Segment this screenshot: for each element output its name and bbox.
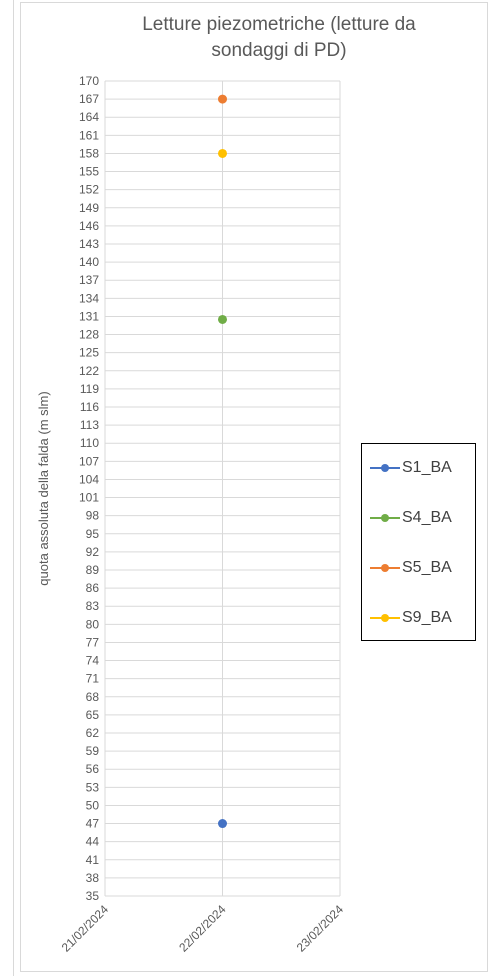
legend-label-s1: S1_BA bbox=[402, 459, 452, 476]
y-tick-label: 107 bbox=[79, 454, 99, 468]
y-tick-label: 44 bbox=[86, 835, 100, 849]
y-tick-label: 122 bbox=[79, 364, 99, 378]
data-point-s1-ba bbox=[218, 819, 227, 829]
y-tick-label: 113 bbox=[80, 418, 99, 432]
legend-marker-s4 bbox=[370, 508, 400, 528]
chart-title: Letture piezometriche (letture da sondagg… bbox=[142, 14, 416, 61]
data-point-s9-ba bbox=[218, 148, 227, 158]
legend-marker-s5 bbox=[370, 558, 400, 578]
y-tick-label: 140 bbox=[79, 255, 99, 269]
legend-item-s5: S5_BA bbox=[370, 558, 452, 578]
legend-label-s9: S9_BA bbox=[402, 609, 452, 626]
y-tick-label: 62 bbox=[86, 726, 100, 740]
x-tick-label: 23/02/2024 bbox=[294, 902, 347, 955]
y-tick-label: 131 bbox=[79, 309, 99, 323]
y-tick-label: 146 bbox=[79, 219, 99, 233]
y-tick-label: 134 bbox=[79, 291, 99, 305]
y-tick-label: 41 bbox=[86, 853, 100, 867]
y-tick-label: 65 bbox=[86, 708, 100, 722]
x-tick-label: 21/02/2024 bbox=[59, 902, 112, 955]
y-tick-label: 83 bbox=[86, 599, 100, 613]
y-tick-label: 71 bbox=[86, 672, 100, 686]
y-tick-label: 128 bbox=[79, 328, 99, 342]
y-tick-label: 161 bbox=[79, 128, 99, 142]
y-tick-label: 101 bbox=[79, 491, 99, 505]
y-tick-label: 38 bbox=[86, 871, 100, 885]
y-tick-label: 86 bbox=[86, 581, 100, 595]
y-tick-label: 149 bbox=[79, 201, 99, 215]
y-tick-label: 68 bbox=[86, 690, 100, 704]
y-tick-label: 143 bbox=[79, 237, 99, 251]
y-tick-label: 98 bbox=[86, 509, 100, 523]
y-tick-label: 110 bbox=[80, 436, 99, 450]
data-point-s4-ba bbox=[218, 314, 227, 324]
y-tick-label: 152 bbox=[79, 183, 99, 197]
legend-marker-s9 bbox=[370, 608, 400, 628]
y-tick-label: 164 bbox=[79, 110, 99, 124]
y-tick-label: 35 bbox=[86, 889, 100, 903]
y-tick-label: 155 bbox=[79, 165, 99, 179]
y-tick-label: 80 bbox=[86, 617, 100, 631]
y-tick-label: 77 bbox=[86, 635, 100, 649]
y-tick-label: 74 bbox=[86, 654, 100, 668]
y-tick-label: 158 bbox=[79, 146, 99, 160]
legend-marker-s1 bbox=[370, 458, 400, 478]
legend-item-s9: S9_BA bbox=[370, 608, 452, 628]
y-tick-label: 137 bbox=[79, 273, 99, 287]
y-tick-label: 53 bbox=[86, 780, 100, 794]
y-tick-label: 116 bbox=[80, 400, 99, 414]
y-tick-label: 104 bbox=[79, 472, 99, 486]
legend[interactable]: S1_BA S4_BA S5_BA S9_BA bbox=[361, 443, 476, 641]
y-tick-label: 125 bbox=[79, 346, 99, 360]
legend-item-s4: S4_BA bbox=[370, 508, 452, 528]
x-tick-label: 22/02/2024 bbox=[176, 902, 229, 955]
y-tick-label: 56 bbox=[86, 762, 100, 776]
adjacent-panel-edge bbox=[0, 0, 14, 976]
y-tick-label: 59 bbox=[86, 744, 100, 758]
legend-label-s5: S5_BA bbox=[402, 559, 452, 576]
y-tick-label: 47 bbox=[86, 817, 100, 831]
data-point-s5-ba bbox=[218, 94, 227, 104]
legend-label-s4: S4_BA bbox=[402, 509, 452, 526]
y-tick-label: 92 bbox=[86, 545, 100, 559]
y-tick-label: 89 bbox=[86, 563, 100, 577]
y-tick-label: 119 bbox=[80, 382, 99, 396]
y-axis-label: quota assoluta della falda (m slm) bbox=[36, 391, 51, 585]
y-tick-label: 170 bbox=[79, 74, 99, 88]
legend-item-s1: S1_BA bbox=[370, 458, 452, 478]
y-tick-label: 167 bbox=[79, 92, 99, 106]
y-tick-label: 50 bbox=[86, 798, 100, 812]
y-tick-label: 95 bbox=[86, 527, 100, 541]
